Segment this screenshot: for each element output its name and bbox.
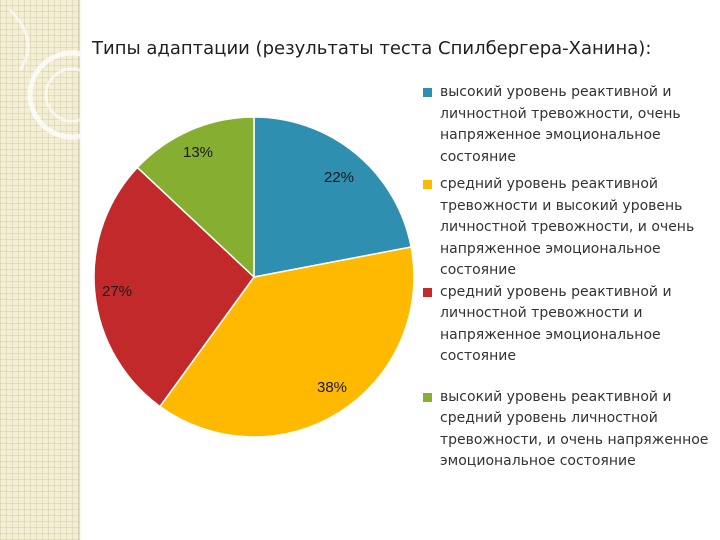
legend-item-3: средний уровень реактивной и личностной … [423,282,713,368]
pie-slice-label-3: 27% [102,283,132,300]
pie-slice-label-4: 13% [183,144,213,161]
legend-item-4: высокий уровень реактивной и средний уро… [423,387,713,473]
legend-label-3: средний уровень реактивной и личностной … [440,283,672,365]
legend-swatch-1 [423,88,432,97]
pie-slice-label-2: 38% [317,379,347,396]
chart-legend: высокий уровень реактивной и личностной … [423,82,713,473]
decorative-swirl [8,8,80,140]
pie-slice-4 [136,116,255,279]
legend-label-2: средний уровень реактивной тревожности и… [440,176,695,278]
chart-title: Типы адаптации (результаты теста Спилбер… [92,38,652,59]
pie-chart: 22% 38% 27% 13% [93,116,415,438]
decorative-side-band [0,0,80,540]
pie-slice-3 [93,166,255,408]
legend-label-4: высокий уровень реактивной и средний уро… [440,388,709,470]
pie-slice-label-1: 22% [324,169,354,186]
decorative-band-edge [78,0,81,540]
pie-slices [93,116,415,438]
pie-slice-2 [158,246,415,438]
legend-swatch-2 [423,180,432,189]
legend-item-2: средний уровень реактивной тревожности и… [423,174,713,282]
legend-item-1: высокий уровень реактивной и личностной … [423,82,713,168]
pie-slice-1 [253,116,413,278]
legend-swatch-3 [423,287,432,297]
pie-data-labels: 22% 38% 27% 13% [102,144,354,396]
legend-label-1: высокий уровень реактивной и личностной … [440,84,681,165]
legend-swatch-4 [423,392,432,402]
